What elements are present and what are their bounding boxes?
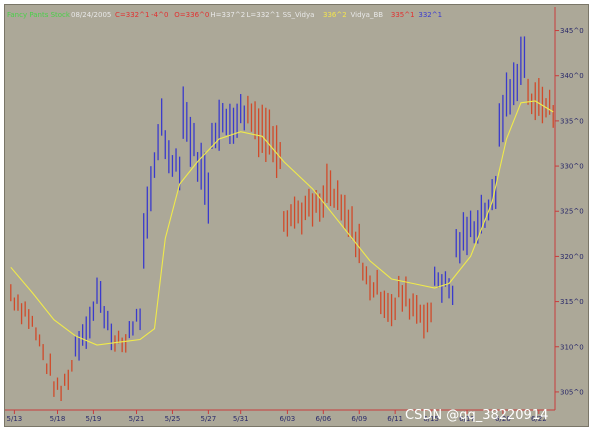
y-tick-label: 340^0 [560,72,584,80]
x-tick-label: 6/09 [351,415,367,423]
header-date: 08/24/2005 [71,11,111,19]
header-value-7: Vidya_BB [351,11,384,19]
header-value-3: H=337^2 [210,11,245,19]
y-tick-label: 330^0 [560,163,584,171]
watermark: CSDN @qq_38220914 [405,408,548,423]
x-tick-label: 5/19 [86,415,102,423]
x-tick-label: 5/27 [200,415,216,423]
header-value-0: C=332^1 [115,11,149,19]
y-tick-label: 335^0 [560,117,584,125]
x-tick-label: 6/06 [315,415,331,423]
y-tick-label: 305^0 [560,388,584,396]
vidya-line [10,100,554,346]
y-tick-label: 310^0 [560,343,584,351]
header-symbol: Fancy Pants Stock [7,11,71,19]
x-tick-label: 6/22 [531,415,547,423]
axes-group: 345^0 340^0 335^0 330^0 325^0 320^0 315^0 310^0… [5,7,584,423]
x-tick-label: 5/25 [165,415,181,423]
x-tick-label: 6/03 [280,415,296,423]
header-value-2: O=336^0 [174,11,209,19]
x-tick-label: 5/31 [233,415,249,423]
x-tick-label: 5/18 [50,415,66,423]
x-tick-label: 5/13 [7,415,23,423]
header-values: C=332^1 -4^0 O=336^0 H=337^2 L=332^1 SS_Vidya… [115,11,442,19]
header-value-5: SS_Vidya [283,11,315,19]
header-value-8: 335^1 [391,11,415,19]
header-value-6: 336^2 [323,11,347,19]
chart-panel: 345^0 340^0 335^0 330^0 325^0 320^0 315^0 310^0… [4,4,589,427]
vidya-line-group [10,100,554,346]
y-tick-label: 325^0 [560,208,584,216]
chart-background [5,5,588,426]
price-chart: 345^0 340^0 335^0 330^0 325^0 320^0 315^0 310^0… [5,5,588,426]
x-tick-label: 6/20 [495,415,511,423]
y-tick-label: 315^0 [560,298,584,306]
x-tick-label: 6/11 [387,415,403,423]
header-value-4: L=332^1 [247,11,280,19]
y-tick-label: 345^0 [560,27,584,35]
header-value-9: 332^1 [418,11,442,19]
x-tick-label: 5/21 [129,415,145,423]
header-value-1: -4^0 [151,11,168,19]
x-tick-label: 6/15 [423,415,439,423]
x-tick-label: 6/17 [459,415,475,423]
y-tick-label: 320^0 [560,253,584,261]
